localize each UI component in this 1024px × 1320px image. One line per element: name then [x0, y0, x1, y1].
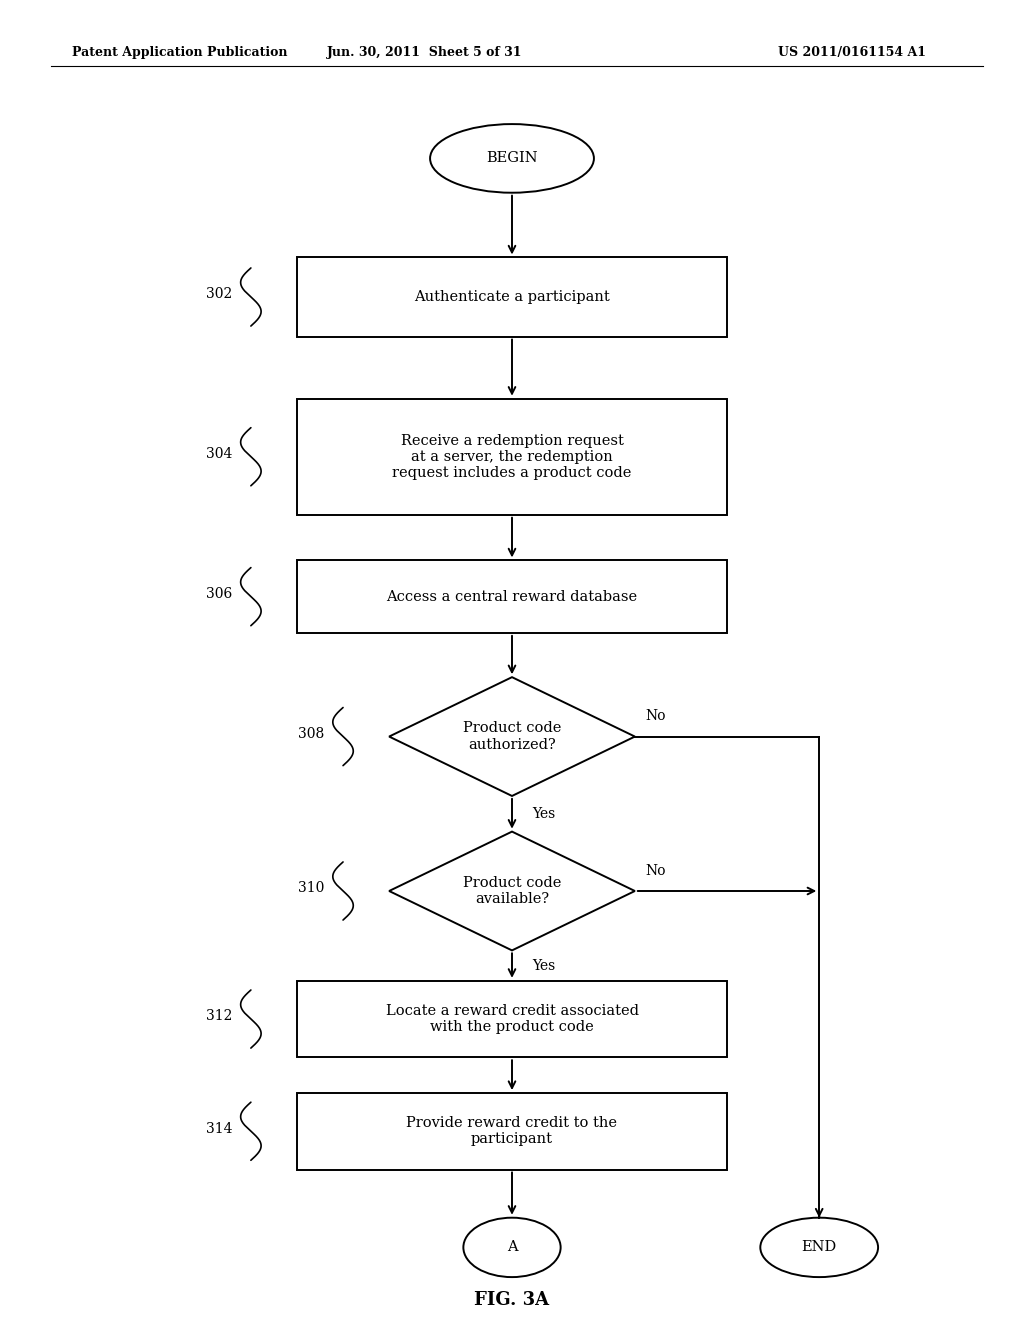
Text: Yes: Yes	[532, 958, 556, 973]
Text: No: No	[645, 863, 666, 878]
Text: 302: 302	[206, 288, 232, 301]
Bar	[297, 560, 727, 632]
Text: 310: 310	[298, 882, 325, 895]
Text: No: No	[645, 709, 666, 723]
Text: END: END	[802, 1241, 837, 1254]
Text: 306: 306	[206, 587, 232, 601]
Text: US 2011/0161154 A1: US 2011/0161154 A1	[778, 46, 927, 59]
Polygon shape	[389, 677, 635, 796]
Text: 312: 312	[206, 1010, 232, 1023]
Text: Patent Application Publication: Patent Application Publication	[72, 46, 287, 59]
Text: Product code
available?: Product code available?	[463, 876, 561, 906]
Text: 314: 314	[206, 1122, 232, 1135]
Text: 308: 308	[298, 727, 325, 741]
Bar	[297, 1093, 727, 1170]
Ellipse shape	[760, 1217, 879, 1278]
Text: Authenticate a participant: Authenticate a participant	[414, 290, 610, 304]
Bar	[297, 981, 727, 1057]
Polygon shape	[389, 832, 635, 950]
Bar	[297, 257, 727, 337]
Text: Product code
authorized?: Product code authorized?	[463, 722, 561, 751]
Ellipse shape	[463, 1217, 561, 1278]
Text: A: A	[507, 1241, 517, 1254]
Text: Provide reward credit to the
participant: Provide reward credit to the participant	[407, 1117, 617, 1146]
Text: Receive a redemption request
at a server, the redemption
request includes a prod: Receive a redemption request at a server…	[392, 433, 632, 480]
Text: 304: 304	[206, 447, 232, 461]
Text: Access a central reward database: Access a central reward database	[386, 590, 638, 603]
Text: Locate a reward credit associated
with the product code: Locate a reward credit associated with t…	[385, 1005, 639, 1034]
Ellipse shape	[430, 124, 594, 193]
Bar	[297, 399, 727, 515]
Text: FIG. 3A: FIG. 3A	[474, 1291, 550, 1309]
Text: Yes: Yes	[532, 807, 556, 821]
Text: BEGIN: BEGIN	[486, 152, 538, 165]
Text: Jun. 30, 2011  Sheet 5 of 31: Jun. 30, 2011 Sheet 5 of 31	[328, 46, 522, 59]
